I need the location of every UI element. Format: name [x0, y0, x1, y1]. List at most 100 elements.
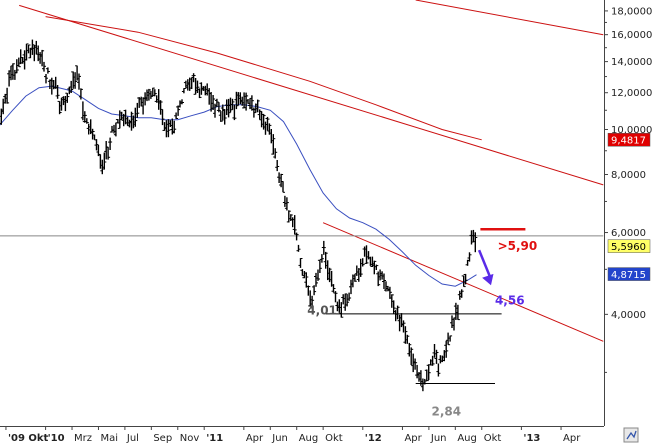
arrow-shaft: [477, 249, 493, 280]
ohlc-bar: [166, 119, 171, 138]
ohlc-bar: [255, 99, 260, 113]
ohlc-bar: [364, 245, 369, 264]
ohlc-bar: [310, 295, 315, 309]
x-tick-label: Okt: [325, 433, 343, 444]
y-tick-label: 10,0000: [611, 125, 652, 136]
ohlc-bar: [321, 240, 326, 255]
ohlc-bar: [434, 349, 439, 364]
ohlc-bar: [281, 181, 285, 193]
ohlc-bar: [24, 43, 29, 61]
price-badge: [607, 267, 651, 281]
ohlc-bar: [469, 230, 474, 245]
chart-tool-icon[interactable]: [623, 427, 639, 443]
x-tick-label: Okt: [484, 433, 502, 444]
ohlc-bar: [316, 269, 320, 281]
ohlc-bar: [463, 273, 468, 285]
price-badge-label: 4,8715: [611, 270, 646, 281]
y-tick-label: 16,0000: [611, 30, 652, 41]
x-tick-label: Aug: [457, 433, 477, 444]
x-tick-label: Mrz: [74, 433, 92, 444]
trendlines-layer: [0, 0, 604, 384]
ohlc-bar: [304, 272, 309, 288]
ohlc-bar: [279, 173, 284, 188]
ohlc-bar: [230, 98, 235, 111]
ohlc-bar: [473, 232, 478, 253]
ohlc-bar: [372, 260, 377, 275]
price-bars-layer: [0, 39, 478, 392]
ohlc-bar: [195, 80, 200, 93]
ohlc-bar: [306, 285, 311, 296]
y-tick-label: 14,0000: [611, 57, 652, 68]
ohlc-bar: [218, 111, 223, 122]
ohlc-bar: [395, 305, 400, 320]
ohlc-bar: [387, 286, 392, 299]
ohlc-bar: [459, 289, 464, 298]
ohlc-bar: [211, 95, 216, 110]
ohlc-bar: [44, 74, 48, 84]
ohlc-bar: [5, 87, 10, 104]
ohlc-bar: [467, 252, 472, 262]
ohlc-bar: [352, 274, 357, 282]
ohlc-bar: [180, 99, 184, 105]
ohlc-bar: [461, 275, 466, 288]
ohlc-bar: [73, 72, 78, 89]
ohlc-bar: [158, 100, 163, 115]
ohlc-bar: [197, 88, 202, 99]
ohlc-bar: [82, 111, 87, 123]
ohlc-bar: [271, 134, 276, 155]
ohlc-bar: [403, 326, 408, 344]
ohlc-bar: [444, 340, 449, 358]
ohlc-bar: [382, 273, 386, 289]
ohlc-bar: [244, 92, 249, 111]
y-tick-label: 18,0000: [611, 6, 652, 17]
ohlc-bar: [296, 244, 301, 252]
ohlc-bar: [294, 232, 299, 241]
ohlc-bar: [146, 88, 151, 101]
price-badge-label: 9,4817: [611, 136, 646, 147]
ohlc-bar: [446, 332, 451, 346]
ohlc-bar: [376, 271, 381, 287]
ohlc-bar: [84, 118, 89, 124]
annotation-label: 4,01: [307, 303, 337, 317]
x-tick-label: '11: [206, 433, 223, 444]
ohlc-bar: [129, 111, 134, 131]
ohlc-bar: [275, 160, 280, 172]
y-tick-label: 12,0000: [611, 88, 652, 99]
ohlc-bar: [339, 302, 344, 318]
ohlc-bar: [226, 98, 231, 118]
ohlc-bar: [57, 100, 62, 115]
ohlc-bar: [133, 107, 138, 127]
ohlc-bar: [333, 291, 338, 303]
ohlc-bar: [181, 88, 186, 94]
ohlc-bar: [108, 137, 113, 150]
ohlc-bar: [265, 116, 270, 131]
x-tick-label: Nov: [180, 433, 200, 444]
annotations-layer: 4,01 2,84 >5,90 4,56: [307, 239, 537, 419]
ohlc-bar: [191, 73, 196, 83]
ohlc-bar: [65, 92, 70, 103]
x-tick-label: Apr: [563, 433, 581, 444]
ohlc-bar: [45, 67, 50, 74]
ohlc-bar: [407, 342, 412, 357]
annotation-label: 4,56: [495, 294, 525, 308]
tool-icon-frame: [623, 427, 639, 443]
annotation-label: >5,90: [498, 239, 538, 253]
ohlc-bar: [345, 294, 350, 307]
ohlc-bar: [94, 139, 99, 151]
ohlc-bar: [232, 104, 237, 121]
tool-icon-glyph: [626, 430, 637, 440]
ohlc-bar: [78, 88, 83, 100]
x-tick-label: Jul: [126, 433, 139, 444]
ohlc-bar: [413, 358, 418, 370]
ohlc-bar: [331, 284, 336, 293]
ohlc-bar: [42, 61, 46, 72]
ohlc-bar: [14, 59, 19, 74]
ohlc-bar: [405, 334, 410, 344]
x-tick-label: Sep: [153, 433, 172, 444]
ohlc-bar: [298, 258, 303, 268]
ohlc-bar: [455, 304, 460, 321]
y-tick-label: 6,0000: [611, 228, 646, 239]
ohlc-bar: [214, 98, 219, 107]
